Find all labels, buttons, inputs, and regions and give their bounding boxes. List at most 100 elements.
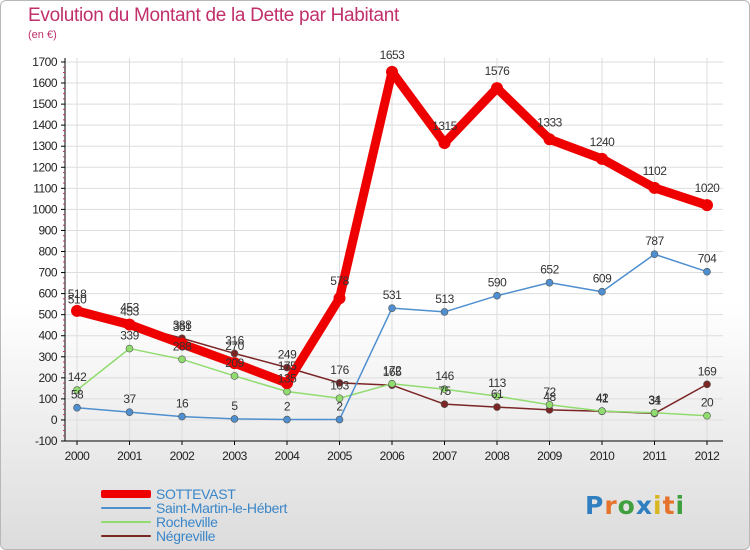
data-label: 1653 <box>380 48 406 62</box>
x-tick-label: 2000 <box>65 449 91 463</box>
data-label: 113 <box>488 376 506 390</box>
chart-title: Evolution du Montant de la Dette par Hab… <box>28 5 399 26</box>
y-tick-label: 800 <box>38 245 57 259</box>
data-point <box>230 349 239 358</box>
data-point <box>545 278 554 287</box>
data-label: 510 <box>68 293 87 307</box>
y-tick-label: 1000 <box>32 202 58 216</box>
data-label: 453 <box>120 301 139 315</box>
legend-swatch <box>101 521 151 523</box>
data-point <box>650 250 659 259</box>
data-label: 48 <box>543 390 556 404</box>
x-tick-label: 2003 <box>222 449 248 463</box>
logo-letter: r <box>604 491 618 520</box>
data-point <box>648 181 661 194</box>
data-label: 42 <box>596 391 609 405</box>
data-label: 316 <box>225 333 244 347</box>
data-point <box>283 363 291 372</box>
chart-legend: SOTTEVAST Saint-Martin-le-Hébert Rochevill… <box>101 486 361 544</box>
data-point <box>125 408 134 416</box>
data-point <box>386 65 398 78</box>
data-label: 578 <box>330 274 349 288</box>
data-point <box>650 408 659 417</box>
data-label: 270 <box>225 339 244 353</box>
data-label: 16 <box>176 397 189 411</box>
y-tick-label: 1200 <box>32 160 58 174</box>
y-tick-label: 1600 <box>32 76 58 90</box>
data-point <box>335 379 344 387</box>
y-tick-label: 1400 <box>32 118 58 132</box>
x-tick-label: 2012 <box>695 449 721 463</box>
data-point <box>703 411 711 420</box>
data-label: 20 <box>701 396 714 410</box>
data-label: 75 <box>438 384 451 398</box>
y-tick-label: 500 <box>38 308 57 322</box>
data-point <box>281 377 293 390</box>
data-label: 5 <box>231 399 238 413</box>
legend-swatch <box>101 490 151 498</box>
y-tick-label: 900 <box>38 223 57 237</box>
x-tick-label: 2006 <box>380 449 406 463</box>
data-label: 34 <box>648 393 661 407</box>
data-label: 41 <box>596 391 609 405</box>
y-tick-label: 100 <box>38 392 57 406</box>
data-label: 609 <box>593 272 612 286</box>
data-point <box>701 199 713 212</box>
data-point <box>388 304 396 312</box>
y-tick-label: 700 <box>38 266 57 280</box>
data-point <box>440 400 449 408</box>
legend-label: Saint-Martin-le-Hébert <box>156 500 288 516</box>
legend-item: Négreville <box>101 528 361 544</box>
data-label: 165 <box>383 365 402 379</box>
data-point <box>73 403 81 412</box>
data-point <box>176 337 188 350</box>
data-point <box>230 372 239 380</box>
data-label: 37 <box>123 392 136 406</box>
y-tick-label: 1700 <box>32 55 58 69</box>
data-label: 1102 <box>643 164 668 178</box>
legend-swatch <box>101 535 151 537</box>
data-point <box>440 385 449 394</box>
data-label: 590 <box>488 276 507 290</box>
data-point <box>543 133 556 146</box>
logo-letter: x <box>635 491 653 520</box>
data-label: 1240 <box>590 135 616 149</box>
data-point <box>440 308 449 316</box>
data-point <box>71 304 83 317</box>
data-label: 142 <box>68 370 87 384</box>
data-point <box>598 407 606 415</box>
y-tick-label: 1300 <box>32 139 58 153</box>
data-label: 361 <box>173 320 192 334</box>
logo-letter: i <box>675 491 686 520</box>
data-label: 787 <box>645 234 664 248</box>
data-label: 2 <box>284 400 291 414</box>
data-point <box>598 287 606 296</box>
x-tick-label: 2008 <box>485 449 511 463</box>
data-point <box>333 292 346 305</box>
data-point <box>493 291 501 300</box>
data-point <box>125 344 134 353</box>
data-point <box>493 392 501 400</box>
data-point <box>123 318 136 331</box>
data-point <box>335 415 344 424</box>
data-point <box>703 267 711 276</box>
data-label: 513 <box>435 292 454 306</box>
y-tick-label: -100 <box>35 434 58 448</box>
chart-subtitle: (en €) <box>28 29 57 41</box>
data-label: 518 <box>68 287 87 301</box>
data-point <box>545 400 554 409</box>
data-label: 652 <box>540 263 559 277</box>
x-tick-label: 2009 <box>537 449 563 463</box>
legend-label: Rocheville <box>156 514 218 530</box>
data-label: 453 <box>120 305 139 319</box>
data-label: 58 <box>71 388 84 402</box>
x-tick-label: 2011 <box>643 449 668 463</box>
y-tick-label: 300 <box>38 350 57 364</box>
data-point <box>178 412 186 421</box>
logo-letter: t <box>662 491 676 520</box>
logo-letter: i <box>653 491 663 520</box>
data-label: 339 <box>120 329 139 343</box>
x-tick-label: 2001 <box>117 449 143 463</box>
